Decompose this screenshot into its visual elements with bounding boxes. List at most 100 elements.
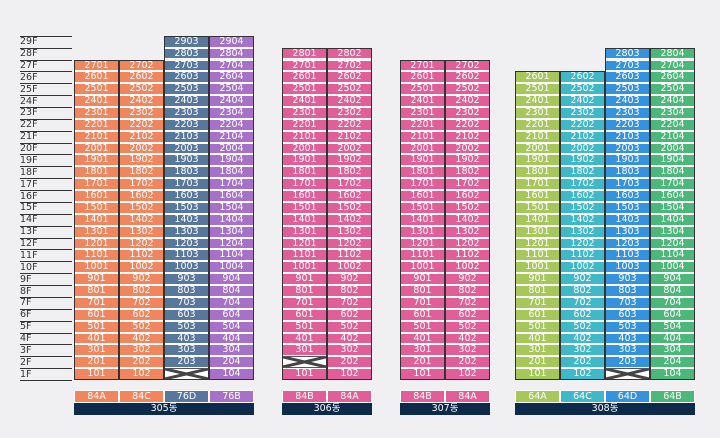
unit-cell: 1901 — [400, 154, 445, 167]
unit-cell: 1903 — [605, 154, 650, 167]
unit-cell: 1802 — [560, 166, 605, 179]
unit-cell: 1804 — [650, 166, 695, 179]
unit-cell: 1101 — [74, 249, 119, 262]
floor-label: 15F — [20, 202, 38, 214]
cross-stroke — [283, 357, 326, 368]
unit-cell: 601 — [74, 308, 119, 321]
floor-label: 2F — [20, 356, 32, 368]
unit-cell: 2402 — [327, 95, 372, 107]
unit-type-label: 84C — [119, 390, 164, 403]
unit-cell: 502 — [445, 320, 490, 333]
unit-cell: 1501 — [515, 201, 560, 214]
building-label: 306동 — [282, 403, 372, 415]
unit-cell: 2402 — [445, 95, 490, 107]
unit-cell: 1902 — [445, 154, 490, 167]
unit-cell: 1902 — [560, 154, 605, 167]
unit-cell: 2302 — [327, 106, 372, 119]
unit-cell: 1004 — [650, 261, 695, 274]
unit-cell: 1402 — [560, 213, 605, 226]
floor-label: 16F — [20, 190, 38, 202]
unit-cell: 2102 — [119, 130, 164, 143]
unit-cell: 203 — [164, 356, 209, 369]
floor-gridline — [20, 59, 72, 61]
unit-cell: 1403 — [164, 213, 209, 226]
unit-cell: 1703 — [164, 178, 209, 191]
unit-cell: 2302 — [560, 106, 605, 119]
unit-cell: 2304 — [650, 106, 695, 119]
unit-cell: 2802 — [327, 47, 372, 60]
unit-cell: 202 — [445, 356, 490, 369]
building-label: 308동 — [515, 403, 695, 415]
unit-cell: 2703 — [605, 59, 650, 72]
unit-cell: 2102 — [445, 130, 490, 143]
unit-cell: 503 — [164, 320, 209, 333]
unit-type-label: 84B — [400, 390, 445, 403]
floor-label: 17F — [20, 178, 38, 190]
unit-cell: 1702 — [119, 178, 164, 191]
unit-type-label: 76B — [209, 390, 254, 403]
unit-cell: 2304 — [209, 106, 254, 119]
unit-type-label: 64D — [605, 390, 650, 403]
unit-cell: 102 — [445, 368, 490, 380]
unit-cell: 2401 — [515, 95, 560, 107]
floor-gridline — [20, 273, 72, 275]
unit-cell: 904 — [209, 273, 254, 286]
unit-cell: 2502 — [327, 83, 372, 96]
unit-cell: 2604 — [650, 71, 695, 84]
unit-cell: 902 — [327, 273, 372, 286]
unit-cell: 201 — [74, 356, 119, 369]
unit-cell: 504 — [650, 320, 695, 333]
unit-cell: 902 — [119, 273, 164, 286]
unit-cell: 2404 — [650, 95, 695, 107]
unit-cell: 2202 — [119, 118, 164, 131]
unit-cell: 1601 — [400, 190, 445, 202]
floor-gridline — [20, 118, 72, 120]
unit-cell: 704 — [650, 296, 695, 309]
unit-cell: 1904 — [650, 154, 695, 167]
unit-cell: 1404 — [650, 213, 695, 226]
floor-gridline — [20, 368, 72, 370]
floor-label: 13F — [20, 226, 38, 238]
unit-cell: 1103 — [605, 249, 650, 262]
unit-cell: 1002 — [119, 261, 164, 274]
unit-cell: 2404 — [209, 95, 254, 107]
unit-cell: 601 — [400, 308, 445, 321]
floor-label: 18F — [20, 166, 38, 178]
unit-cell: 2602 — [445, 71, 490, 84]
unit-cell: 1502 — [327, 201, 372, 214]
unit-cell: 2101 — [515, 130, 560, 143]
unit-cell: 2002 — [560, 142, 605, 155]
floor-label: 9F — [20, 273, 32, 285]
unit-cell: 2201 — [400, 118, 445, 131]
unit-cell: 1504 — [650, 201, 695, 214]
floor-label: 11F — [20, 249, 38, 261]
unit-cell: 202 — [327, 356, 372, 369]
unit-cell: 401 — [74, 332, 119, 345]
unit-cell: 504 — [209, 320, 254, 333]
unit-cell: 1802 — [119, 166, 164, 179]
floor-label: 3F — [20, 344, 32, 356]
floor-label: 7F — [20, 297, 32, 309]
floor-gridline — [20, 166, 72, 168]
unit-cell: 802 — [560, 285, 605, 297]
unit-cell: 1302 — [445, 225, 490, 238]
unit-type-label: 64B — [650, 390, 695, 403]
cross-stroke — [606, 369, 649, 379]
unit-cell: 2704 — [209, 59, 254, 72]
unit-cell: 1204 — [209, 237, 254, 250]
floor-label: 28F — [20, 48, 38, 60]
unit-cell: 703 — [605, 296, 650, 309]
unit-cell: 1901 — [282, 154, 327, 167]
unit-cell: 2202 — [560, 118, 605, 131]
unit-type-label: 84A — [74, 390, 119, 403]
unit-cell: 1901 — [515, 154, 560, 167]
unit-cell: 302 — [445, 344, 490, 357]
unit-cell: 2501 — [515, 83, 560, 96]
unit-cell: 1102 — [119, 249, 164, 262]
unit-cell: 301 — [282, 344, 327, 357]
floor-gridline — [20, 201, 72, 203]
unit-cell: 1601 — [74, 190, 119, 202]
unit-cell: 2603 — [164, 71, 209, 84]
unit-cell: 1604 — [209, 190, 254, 202]
cross-icon — [165, 369, 208, 379]
